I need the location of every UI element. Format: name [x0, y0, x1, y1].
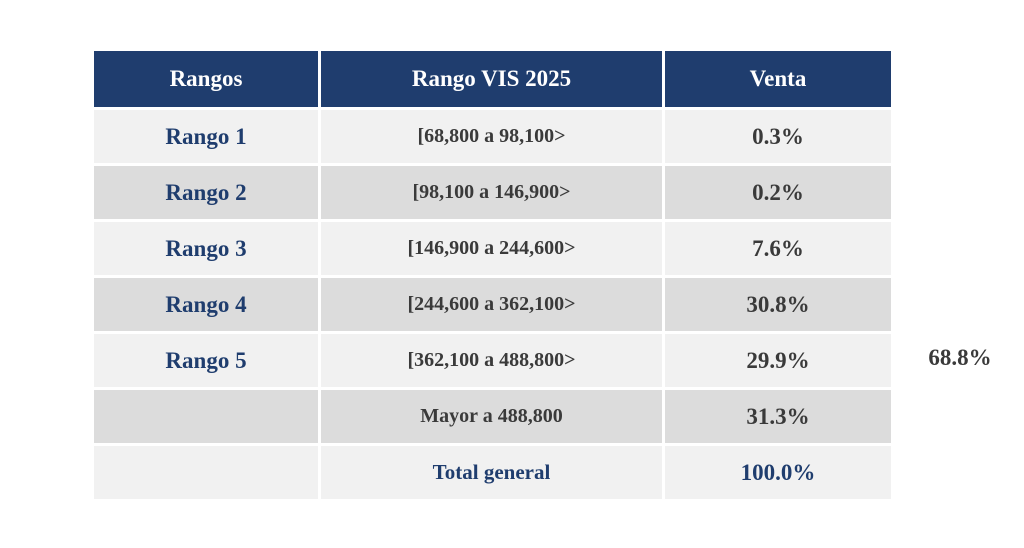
table-row-3-venta: 7.6%	[665, 222, 891, 275]
table-row-1-range: [68,800 a 98,100>	[321, 110, 662, 163]
header-rango-vis-2025: Rango VIS 2025	[321, 51, 662, 107]
table-row-1-rango: Rango 1	[94, 110, 318, 163]
table-row-6-range: Mayor a 488,800	[321, 390, 662, 443]
table-row-5-rango: Rango 5	[94, 334, 318, 387]
header-venta: Venta	[665, 51, 891, 107]
table-row-6-venta: 31.3%	[665, 390, 891, 443]
total-row-empty-cell	[94, 446, 318, 499]
total-row-label: Total general	[321, 446, 662, 499]
table-row-2-rango: Rango 2	[94, 166, 318, 219]
table-row-3-rango: Rango 3	[94, 222, 318, 275]
table-row-6-rango	[94, 390, 318, 443]
table-row-5-venta: 29.9%	[665, 334, 891, 387]
table-row-1-venta: 0.3%	[665, 110, 891, 163]
total-row-value: 100.0%	[665, 446, 891, 499]
header-rangos: Rangos	[94, 51, 318, 107]
table-row-5-range: [362,100 a 488,800>	[321, 334, 662, 387]
table-row-4-rango: Rango 4	[94, 278, 318, 331]
table-row-3-range: [146,900 a 244,600>	[321, 222, 662, 275]
side-note-subtotal: 68.8%	[928, 345, 992, 370]
table-row-4-range: [244,600 a 362,100>	[321, 278, 662, 331]
table-row-4-venta: 30.8%	[665, 278, 891, 331]
table-row-2-venta: 0.2%	[665, 166, 891, 219]
sales-range-table: Rangos Rango VIS 2025 Venta Rango 1 [68,…	[94, 51, 891, 499]
table-row-2-range: [98,100 a 146,900>	[321, 166, 662, 219]
